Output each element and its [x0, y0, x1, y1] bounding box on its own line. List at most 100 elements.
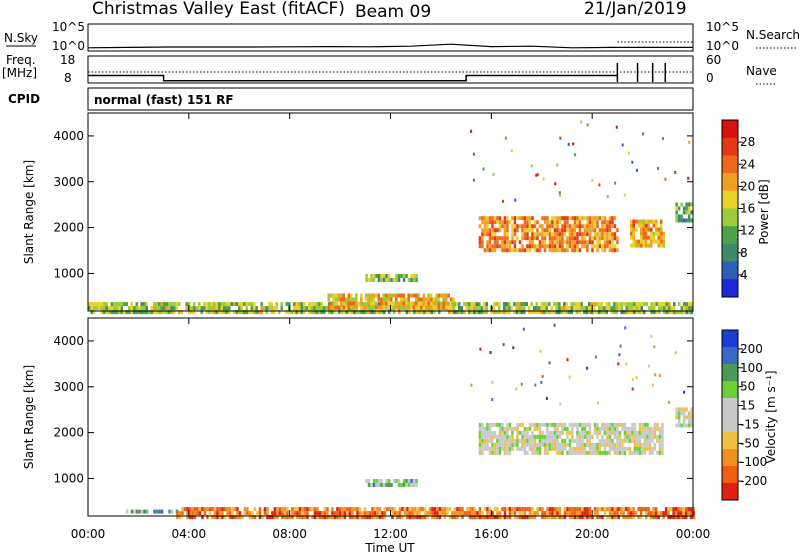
power-cell	[640, 235, 643, 240]
x-axis-label: Time UT	[364, 541, 415, 554]
velocity-cell	[501, 515, 504, 520]
power-cell	[528, 306, 531, 311]
power-cell	[583, 306, 586, 311]
power-cell	[493, 232, 497, 237]
power-cell	[555, 306, 558, 311]
power-cell	[576, 244, 579, 249]
power-cell	[688, 140, 691, 144]
velocity-cell	[571, 446, 574, 451]
power-cell	[330, 310, 333, 315]
power-cell	[593, 224, 597, 229]
velocity-cell	[571, 507, 574, 512]
velocity-cell	[588, 430, 592, 435]
power-cell	[608, 232, 612, 237]
power-cell	[688, 310, 691, 315]
velocity-cell	[561, 426, 564, 431]
velocity-cell	[644, 511, 648, 516]
power-cell	[538, 306, 541, 311]
velocity-cell	[596, 434, 599, 439]
power-cell	[586, 228, 589, 233]
velocity-cell	[213, 507, 217, 512]
velocity-cell	[593, 426, 597, 431]
power-cell	[168, 310, 171, 315]
power-cell	[370, 278, 373, 282]
power-cell	[268, 302, 271, 307]
velocity-cell	[331, 507, 334, 512]
power-cell	[273, 310, 276, 315]
power-cell	[605, 302, 608, 307]
velocity-cell	[596, 507, 599, 512]
power-cell	[493, 236, 497, 241]
power-cell	[415, 297, 418, 302]
velocity-cell	[578, 507, 582, 512]
power-cell	[536, 173, 539, 177]
velocity-cell	[548, 361, 551, 365]
power-cell	[513, 302, 516, 307]
velocity-cell	[390, 483, 393, 487]
power-cell	[483, 228, 487, 233]
power-cell	[483, 216, 487, 221]
power-cell	[260, 302, 263, 307]
power-cell	[655, 227, 658, 232]
velocity-cell	[687, 411, 691, 416]
power-cell	[143, 310, 146, 315]
velocity-cell	[138, 509, 141, 514]
colorbar-swatch	[722, 483, 738, 501]
power-cell	[263, 306, 266, 311]
velocity-cell	[689, 507, 693, 512]
power-cell	[555, 302, 558, 307]
velocity-cell	[551, 430, 554, 435]
power-cell	[478, 310, 481, 315]
power-cell	[613, 248, 617, 253]
power-cell	[501, 236, 504, 241]
velocity-cell	[160, 509, 164, 514]
velocity-cell	[583, 442, 587, 447]
velocity-cell	[523, 434, 527, 439]
velocity-cell	[503, 511, 507, 516]
power-cell	[400, 274, 403, 278]
power-cell	[603, 216, 607, 221]
velocity-cell	[491, 450, 494, 455]
power-cell	[238, 310, 241, 315]
velocity-cell	[608, 438, 612, 443]
velocity-cell	[531, 422, 534, 427]
velocity-cell	[608, 442, 612, 447]
velocity-cell	[656, 434, 659, 439]
power-cell	[138, 310, 141, 315]
power-cell	[608, 240, 612, 245]
power-cell	[205, 310, 208, 315]
power-cell	[488, 232, 492, 237]
power-cell	[516, 228, 519, 233]
velocity-cell	[523, 430, 527, 435]
velocity-cell	[483, 515, 487, 520]
velocity-cell	[438, 515, 442, 520]
velocity-cell	[358, 507, 362, 512]
velocity-cell	[631, 378, 634, 382]
power-cell	[518, 310, 521, 315]
power-cell	[335, 297, 338, 302]
power-cell	[566, 244, 569, 249]
velocity-cell	[653, 426, 657, 431]
velocity-cell	[426, 511, 429, 516]
power-cell	[375, 310, 378, 315]
power-cell	[528, 220, 532, 225]
power-cell	[90, 310, 93, 315]
power-cell	[680, 306, 683, 311]
power-cell	[576, 220, 579, 225]
velocity-cell	[496, 422, 499, 427]
power-cell	[511, 228, 514, 233]
velocity-cell	[534, 383, 537, 387]
power-cell	[528, 228, 532, 233]
power-cell	[485, 302, 488, 307]
power-cell	[613, 236, 617, 241]
velocity-cell	[578, 515, 582, 520]
velocity-cell	[393, 511, 397, 516]
power-cell	[596, 248, 599, 253]
power-cell	[486, 224, 489, 229]
velocity-cell	[281, 507, 284, 512]
power-cell	[323, 306, 326, 311]
velocity-cell	[561, 446, 564, 451]
velocity-cell	[653, 430, 657, 435]
velocity-cell	[253, 507, 257, 512]
power-cell	[613, 302, 616, 307]
